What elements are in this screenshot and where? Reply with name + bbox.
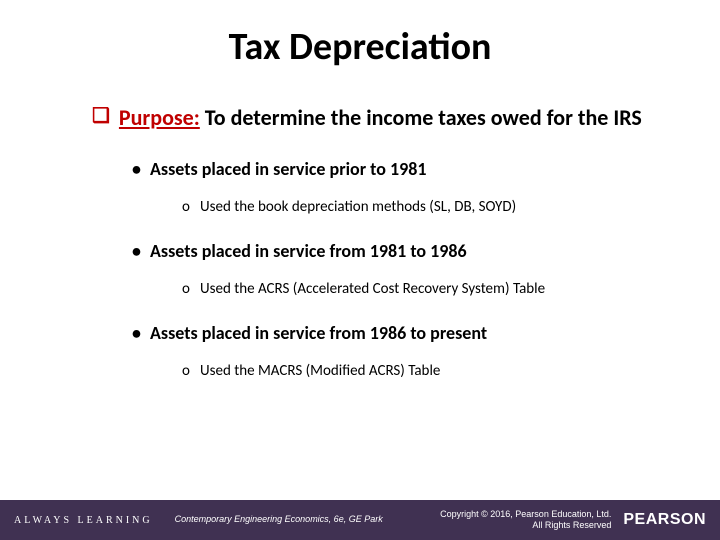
purpose-line: ❑ Purpose: To determine the income taxes… xyxy=(92,104,660,132)
bullet-circle-icon: o xyxy=(182,362,200,380)
bullet-sub-text: Used the book depreciation methods (SL, … xyxy=(200,198,516,216)
bullet-heading-1: •Assets placed in service from 1981 to 1… xyxy=(132,240,660,262)
always-learning-text: ALWAYS LEARNING xyxy=(14,515,153,526)
bullet-dot-icon: • xyxy=(132,322,150,344)
bullet-heading-text: Assets placed in service from 1981 to 19… xyxy=(150,240,467,262)
bullet-sub-0: oUsed the book depreciation methods (SL,… xyxy=(182,198,660,216)
bullet-heading-text: Assets placed in service prior to 1981 xyxy=(150,158,426,180)
purpose-text: To determine the income taxes owed for t… xyxy=(200,104,642,131)
bullet-dot-icon: • xyxy=(132,240,150,262)
slide-title: Tax Depreciation xyxy=(0,24,720,70)
checkbox-bullet-icon: ❑ xyxy=(92,104,110,129)
bullet-sub-2: oUsed the MACRS (Modified ACRS) Table xyxy=(182,362,660,380)
bullet-circle-icon: o xyxy=(182,280,200,298)
purpose-label: Purpose: xyxy=(119,104,200,131)
slide-content: ❑ Purpose: To determine the income taxes… xyxy=(92,104,660,404)
book-credit-text: Contemporary Engineering Economics, 6e, … xyxy=(175,515,395,525)
bullet-heading-0: •Assets placed in service prior to 1981 xyxy=(132,158,660,180)
bullet-sub-1: oUsed the ACRS (Accelerated Cost Recover… xyxy=(182,280,660,298)
footer-bar: ALWAYS LEARNING Contemporary Engineering… xyxy=(0,500,720,540)
bullet-dot-icon: • xyxy=(132,158,150,180)
bullet-sub-text: Used the MACRS (Modified ACRS) Table xyxy=(200,362,440,380)
bullet-heading-2: •Assets placed in service from 1986 to p… xyxy=(132,322,660,344)
bullet-sub-text: Used the ACRS (Accelerated Cost Recovery… xyxy=(200,280,545,298)
pearson-logo: PEARSON xyxy=(623,511,706,529)
copyright-text: Copyright © 2016, Pearson Education, Ltd… xyxy=(440,509,611,531)
bullet-heading-text: Assets placed in service from 1986 to pr… xyxy=(150,322,487,344)
slide: Tax Depreciation ❑ Purpose: To determine… xyxy=(0,0,720,540)
bullet-circle-icon: o xyxy=(182,198,200,216)
